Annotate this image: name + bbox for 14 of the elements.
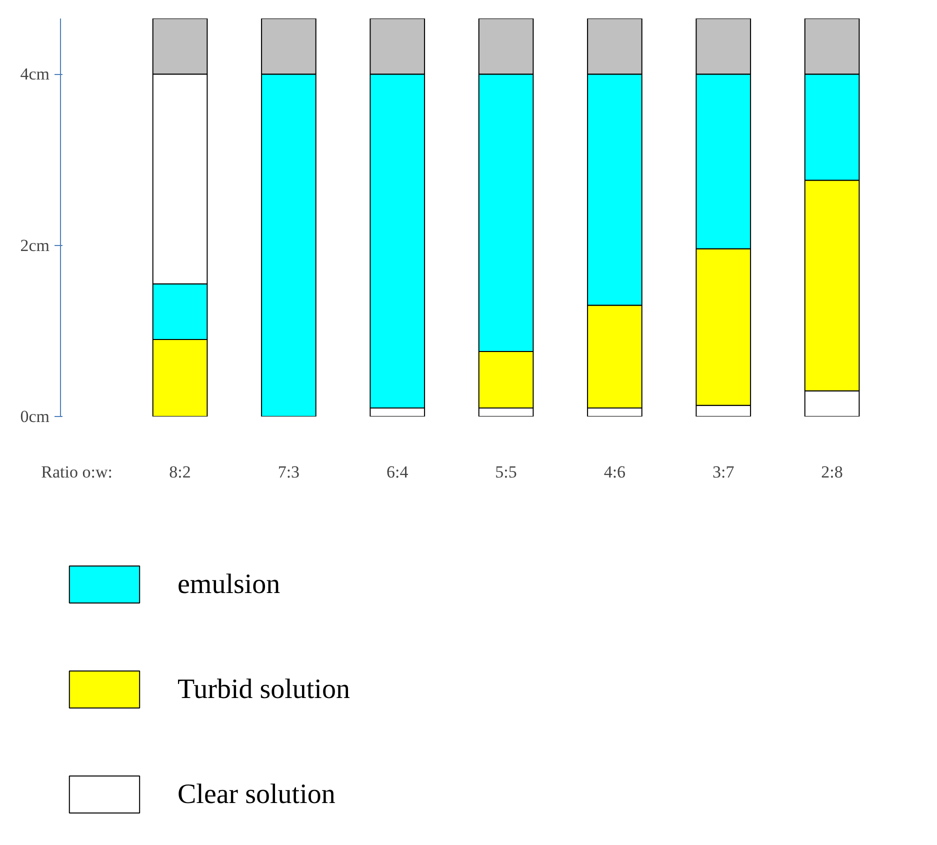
- legend-label: emulsion: [177, 569, 280, 600]
- y-tick-label: 0cm: [20, 407, 50, 426]
- x-tick-label: 3:7: [712, 462, 735, 482]
- x-tick-label: 5:5: [495, 462, 517, 482]
- x-tick-label: 8:2: [169, 462, 191, 482]
- y-tick-label: 2cm: [20, 236, 50, 255]
- x-tick-label: 2:8: [821, 462, 843, 482]
- x-tick-label: 6:4: [386, 462, 409, 482]
- x-tick-label: 4:6: [604, 462, 626, 482]
- x-tick-label: 7:3: [278, 462, 300, 482]
- legend-label: Turbid solution: [177, 674, 350, 705]
- y-tick-label: 4cm: [20, 64, 50, 84]
- x-axis-title: Ratio o:w:: [41, 462, 112, 482]
- legend-label: Clear solution: [177, 779, 336, 810]
